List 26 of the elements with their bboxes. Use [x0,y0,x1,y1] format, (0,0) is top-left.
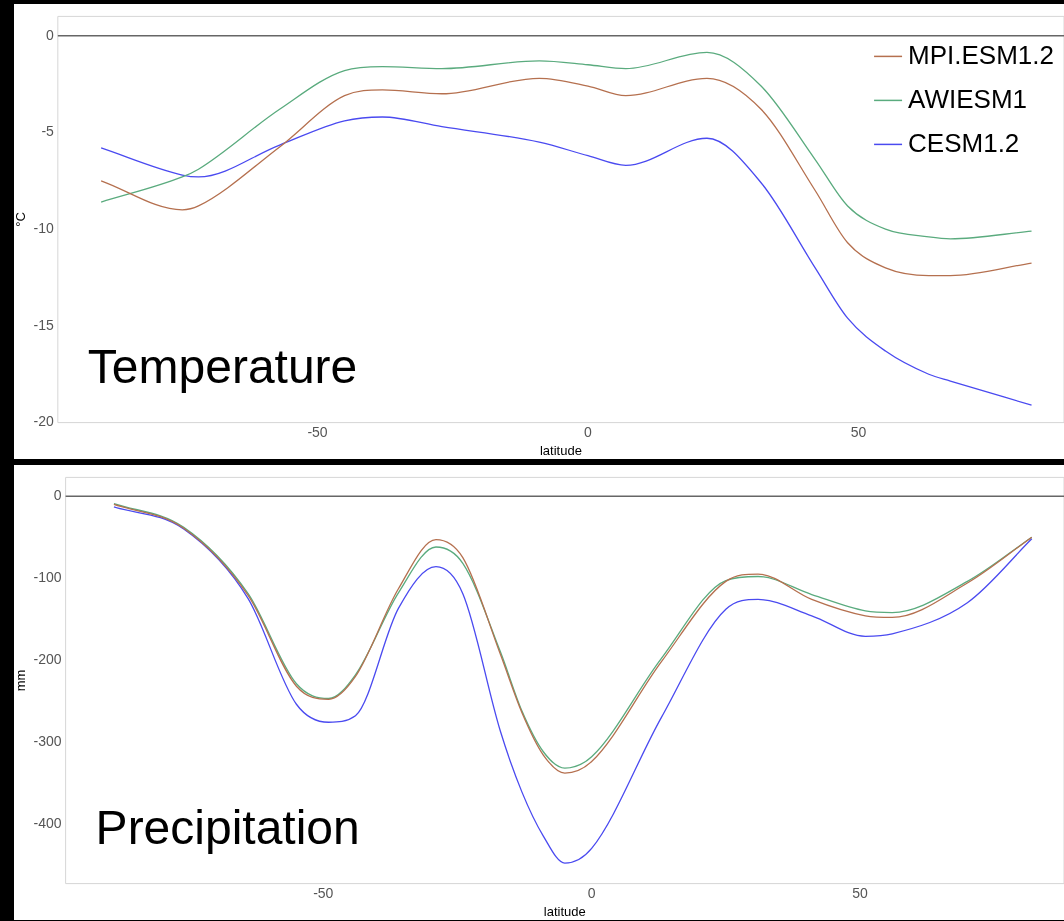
y-tick-label: -15 [33,316,55,333]
y-axis-title: mm [13,669,29,692]
y-tick-label: -5 [41,123,55,140]
y-tick-label: -400 [33,814,62,831]
text: Precipitation [95,800,360,854]
y-axis-title: °C [13,212,29,227]
x-tick-label: 0 [584,423,593,440]
x-tick-label: 0 [587,884,596,901]
x-tick-label: -50 [313,884,334,901]
y-tick-label: -300 [33,732,62,749]
legend-label: MPI.ESM1.2 [908,39,1054,70]
y-tick-label: -200 [33,650,62,667]
x-axis-title: latitude [543,903,586,919]
x-tick-label: 50 [852,884,869,901]
y-tick-label: -10 [33,220,55,237]
x-tick-label: -50 [307,423,328,440]
line-series [100,77,1033,277]
x-axis-title: latitude [539,442,582,458]
legend-label: CESM1.2 [908,127,1020,158]
y-tick-label: 0 [53,487,62,504]
y-tick-label: -20 [33,413,55,430]
legend-label: AWIESM1 [908,83,1028,114]
y-tick-label: -100 [33,568,62,585]
y-tick-label: 0 [46,26,55,43]
x-tick-label: 50 [850,423,867,440]
text: Temperature [87,339,358,393]
